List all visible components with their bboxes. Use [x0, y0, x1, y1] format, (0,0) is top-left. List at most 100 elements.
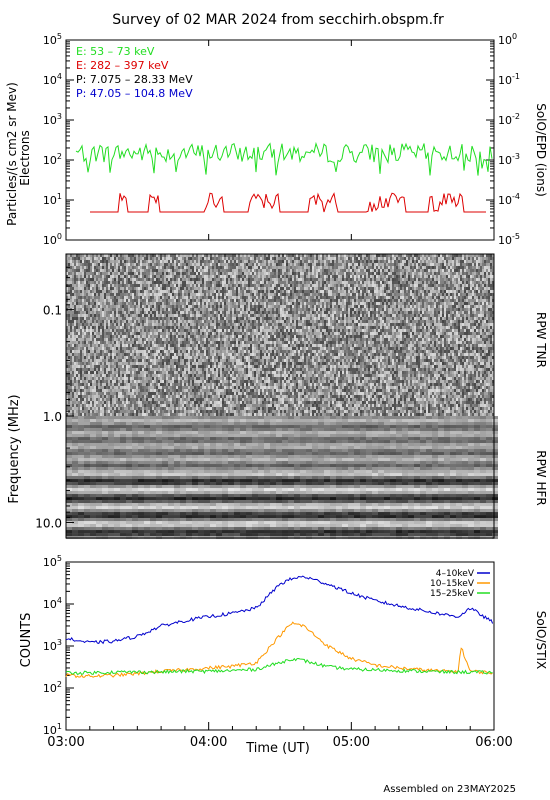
rpw-tnr-cell	[134, 371, 136, 374]
rpw-tnr-cell	[226, 368, 228, 371]
rpw-tnr-cell	[154, 380, 156, 383]
rpw-tnr-cell	[220, 272, 222, 275]
rpw-tnr-cell	[146, 308, 148, 311]
rpw-tnr-cell	[116, 308, 118, 311]
rpw-tnr-cell	[212, 413, 214, 416]
rpw-spectrogram	[66, 254, 498, 540]
rpw-tnr-cell	[234, 323, 236, 326]
rpw-tnr-cell	[182, 332, 184, 335]
rpw-tnr-cell	[144, 278, 146, 281]
rpw-tnr-cell	[212, 326, 214, 329]
rpw-tnr-cell	[208, 314, 210, 317]
rpw-tnr-cell	[104, 296, 106, 299]
rpw-tnr-cell	[158, 323, 160, 326]
rpw-tnr-cell	[158, 284, 160, 287]
rpw-tnr-cell	[102, 254, 104, 257]
rpw-tnr-cell	[200, 326, 202, 329]
rpw-tnr-cell	[124, 263, 126, 266]
rpw-tnr-cell	[132, 314, 134, 317]
rpw-tnr-cell	[178, 272, 180, 275]
rpw-tnr-cell	[82, 278, 84, 281]
rpw-tnr-cell	[142, 296, 144, 299]
rpw-tnr-cell	[76, 401, 78, 404]
rpw-tnr-cell	[128, 326, 130, 329]
rpw-tnr-cell	[234, 362, 236, 365]
rpw-tnr-cell	[230, 362, 232, 365]
rpw-tnr-cell	[108, 404, 110, 407]
rpw-tnr-cell	[236, 365, 238, 368]
rpw-tnr-cell	[240, 266, 242, 269]
rpw-tnr-cell	[118, 257, 120, 260]
rpw-tnr-cell	[66, 338, 68, 341]
rpw-tnr-cell	[100, 281, 102, 284]
rpw-tnr-cell	[222, 269, 224, 272]
rpw-tnr-cell	[214, 311, 216, 314]
rpw-tnr-cell	[180, 386, 182, 389]
rpw-tnr-cell	[210, 374, 212, 377]
rpw-tnr-cell	[160, 371, 162, 374]
rpw-tnr-cell	[170, 263, 172, 266]
rpw-tnr-cell	[192, 386, 194, 389]
rpw-tnr-cell	[202, 380, 204, 383]
rpw-tnr-cell	[150, 326, 152, 329]
rpw-tnr-cell	[232, 395, 234, 398]
rpw-tnr-cell	[236, 413, 238, 416]
rpw-tnr-cell	[146, 257, 148, 260]
rpw-tnr-cell	[140, 308, 142, 311]
rpw-tnr-cell	[130, 368, 132, 371]
rpw-tnr-cell	[142, 329, 144, 332]
rpw-tnr-cell	[138, 335, 140, 338]
rpw-tnr-cell	[142, 377, 144, 380]
rpw-tnr-cell	[72, 326, 74, 329]
rpw-tnr-cell	[200, 260, 202, 263]
rpw-tnr-cell	[156, 389, 158, 392]
rpw-tnr-cell	[130, 329, 132, 332]
rpw-tnr-cell	[218, 284, 220, 287]
rpw-tnr-cell	[112, 371, 114, 374]
rpw-tnr-cell	[170, 293, 172, 296]
rpw-tnr-cell	[180, 323, 182, 326]
rpw-tnr-cell	[148, 398, 150, 401]
rpw-tnr-cell	[94, 347, 96, 350]
rpw-tnr-cell	[210, 356, 212, 359]
rpw-tnr-cell	[238, 323, 240, 326]
rpw-tnr-cell	[152, 320, 154, 323]
rpw-tnr-cell	[232, 272, 234, 275]
rpw-tnr-cell	[160, 407, 162, 410]
rpw-tnr-cell	[162, 386, 164, 389]
rpw-tnr-cell	[136, 290, 138, 293]
rpw-tnr-cell	[124, 350, 126, 353]
rpw-tnr-cell	[140, 269, 142, 272]
rpw-tnr-cell	[204, 278, 206, 281]
rpw-tnr-cell	[216, 302, 218, 305]
rpw-tnr-cell	[210, 278, 212, 281]
rpw-tnr-cell	[132, 386, 134, 389]
rpw-tnr-cell	[82, 386, 84, 389]
rpw-tnr-cell	[166, 398, 168, 401]
rpw-tnr-cell	[110, 254, 112, 257]
rpw-tnr-cell	[124, 308, 126, 311]
rpw-tnr-cell	[176, 383, 178, 386]
rpw-tnr-cell	[240, 398, 242, 401]
rpw-tnr-cell	[72, 284, 74, 287]
rpw-tnr-cell	[180, 398, 182, 401]
rpw-tnr-cell	[158, 350, 160, 353]
rpw-tnr-cell	[88, 368, 90, 371]
rpw-tnr-cell	[146, 278, 148, 281]
rpw-tnr-cell	[240, 353, 242, 356]
rpw-tnr-cell	[84, 254, 86, 257]
rpw-tnr-cell	[198, 314, 200, 317]
rpw-tnr-cell	[238, 350, 240, 353]
rpw-tnr-cell	[170, 287, 172, 290]
rpw-tnr-cell	[110, 287, 112, 290]
rpw-tnr-cell	[202, 290, 204, 293]
rpw-tnr-cell	[108, 380, 110, 383]
rpw-tnr-cell	[212, 308, 214, 311]
rpw-tnr-cell	[94, 272, 96, 275]
rpw-tnr-cell	[140, 344, 142, 347]
rpw-tnr-cell	[238, 398, 240, 401]
rpw-tnr-cell	[114, 389, 116, 392]
rpw-tnr-cell	[200, 383, 202, 386]
rpw-tnr-cell	[132, 407, 134, 410]
rpw-tnr-cell	[178, 359, 180, 362]
